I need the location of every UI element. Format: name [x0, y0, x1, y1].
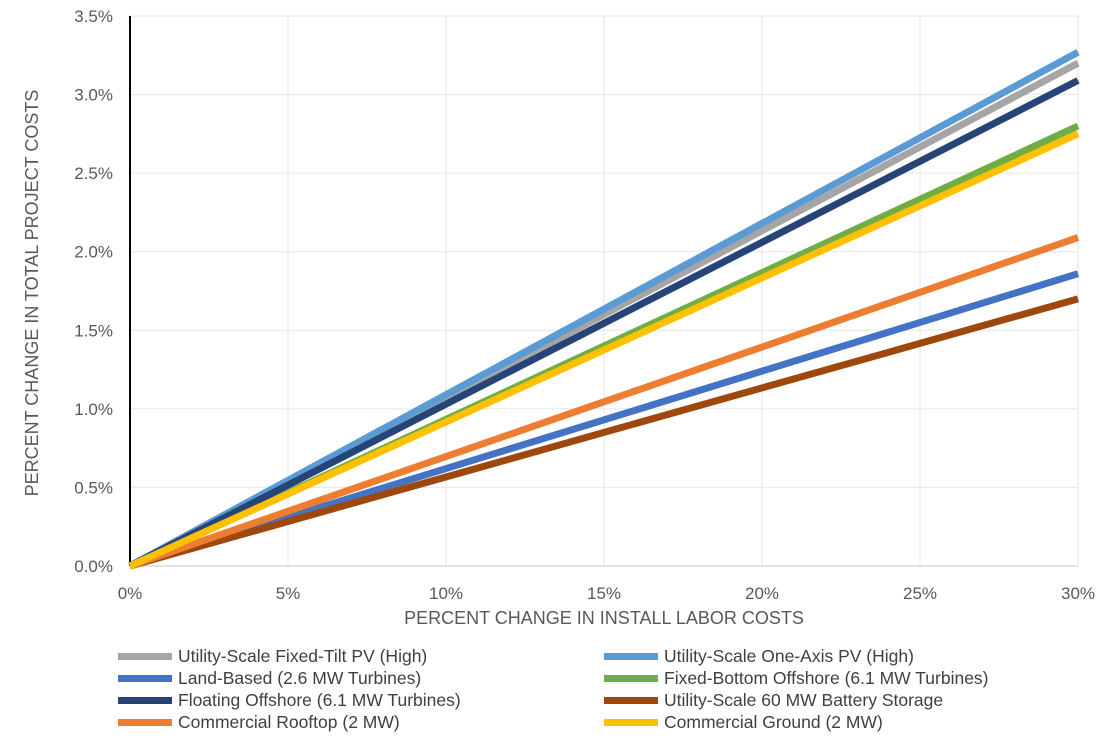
y-tick-label: 0.5% — [74, 478, 113, 497]
legend-label: Commercial Rooftop (2 MW) — [178, 711, 400, 732]
y-tick-label: 1.5% — [74, 321, 113, 340]
series-lines — [128, 49, 1080, 570]
gridlines — [130, 15, 1079, 566]
series-line-2 — [128, 49, 1080, 570]
x-tick-label: 5% — [276, 584, 301, 603]
x-axis-title: PERCENT CHANGE IN INSTALL LABOR COSTS — [404, 608, 804, 628]
legend-swatch — [118, 718, 172, 726]
legend-label: Utility-Scale One-Axis PV (High) — [664, 645, 914, 666]
legend-label: Fixed-Bottom Offshore (6.1 MW Turbines) — [664, 667, 989, 688]
y-axis-title: PERCENT CHANGE IN TOTAL PROJECT COSTS — [22, 90, 42, 497]
series-line-3 — [128, 270, 1080, 570]
legend-item: Commercial Rooftop (2 MW) — [118, 711, 400, 733]
y-tick-label: 3.5% — [74, 7, 113, 26]
legend-label: Land-Based (2.6 MW Turbines) — [178, 667, 422, 688]
legend-item: Utility-Scale One-Axis PV (High) — [604, 645, 914, 667]
series-line-6 — [129, 295, 1079, 570]
legend-label: Utility-Scale Fixed-Tilt PV (High) — [178, 645, 428, 666]
legend-swatch — [604, 674, 658, 682]
legend-item: Utility-Scale Fixed-Tilt PV (High) — [118, 645, 427, 667]
legend-item: Land-Based (2.6 MW Turbines) — [118, 667, 421, 689]
legend-item: Utility-Scale 60 MW Battery Storage — [604, 689, 943, 711]
legend-swatch — [604, 652, 658, 660]
tick-labels: 0% 5% 10% 15% 20% 25% 30% 0.0% 0.5% 1.0% 1.5% 2.0% 2… — [74, 7, 1095, 603]
legend-item: Commercial Ground (2 MW) — [604, 711, 883, 733]
series-line-8 — [128, 130, 1080, 570]
axes — [129, 16, 1078, 567]
series-line-5 — [128, 77, 1080, 570]
legend-swatch — [118, 696, 172, 704]
y-tick-label: 3.0% — [74, 86, 113, 105]
y-tick-label: 2.5% — [74, 164, 113, 183]
legend-label: Floating Offshore (6.1 MW Turbines) — [178, 689, 461, 710]
legend-swatch — [118, 674, 172, 682]
series-line-7 — [128, 234, 1080, 570]
x-tick-label: 30% — [1061, 584, 1095, 603]
y-tick-label: 1.0% — [74, 400, 113, 419]
legend-swatch — [118, 652, 172, 660]
y-tick-label: 2.0% — [74, 243, 113, 262]
legend-label: Utility-Scale 60 MW Battery Storage — [664, 689, 944, 710]
x-tick-label: 10% — [429, 584, 463, 603]
x-tick-label: 15% — [587, 584, 621, 603]
x-tick-label: 25% — [903, 584, 937, 603]
legend-item: Fixed-Bottom Offshore (6.1 MW Turbines) — [604, 667, 989, 689]
legend-swatch — [604, 718, 658, 726]
x-tick-label: 20% — [745, 584, 779, 603]
legend-swatch — [604, 696, 658, 704]
legend-item: Floating Offshore (6.1 MW Turbines) — [118, 689, 461, 711]
y-tick-label: 0.0% — [74, 557, 113, 576]
x-tick-label: 0% — [118, 584, 143, 603]
legend-label: Commercial Ground (2 MW) — [664, 711, 883, 732]
